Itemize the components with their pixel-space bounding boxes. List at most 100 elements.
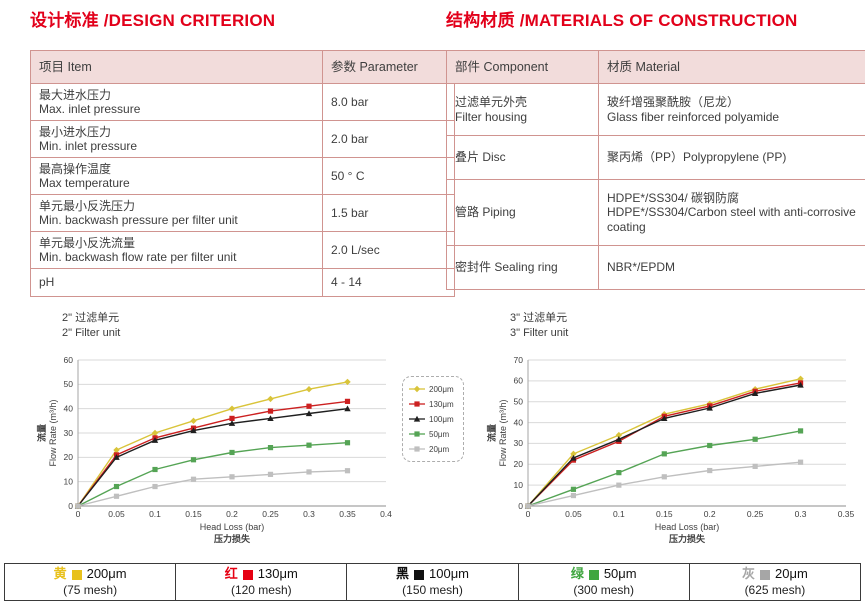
- mesh-label: (625 mesh): [744, 582, 806, 597]
- bottom-legend-cell: 灰 20μm (625 mesh): [688, 563, 862, 601]
- svg-text:0.3: 0.3: [303, 509, 315, 519]
- micron-label: 50μm: [603, 566, 637, 582]
- design-col-item: 项目 Item: [30, 50, 323, 84]
- svg-text:0.25: 0.25: [262, 509, 279, 519]
- color-square-icon: [71, 569, 82, 580]
- legend-label: 20μm: [429, 444, 450, 454]
- svg-text:流量: 流量: [36, 424, 47, 442]
- design-value-cell: 8.0 bar: [322, 83, 455, 121]
- legend-entry: 20μm: [408, 444, 458, 454]
- item-label-cn: 单元最小反洗流量: [39, 235, 136, 250]
- item-label-cn: 最高操作温度: [39, 161, 112, 176]
- color-square-icon: [760, 569, 771, 580]
- materials-col-component: 部件 Component: [446, 50, 599, 84]
- design-item-cell: pH: [30, 268, 323, 297]
- table-row: 密封件 Sealing ring NBR*/EPDM: [446, 245, 865, 290]
- table-row: pH 4 - 14: [30, 268, 455, 297]
- svg-text:压力损失: 压力损失: [214, 533, 251, 544]
- svg-text:50: 50: [64, 379, 74, 389]
- material-cell: 玻纤增强聚酰胺（尼龙） Glass fiber reinforced polyam…: [598, 83, 865, 136]
- svg-text:0.1: 0.1: [149, 509, 161, 519]
- svg-text:60: 60: [514, 376, 524, 386]
- design-criterion-heading: 设计标准 /DESIGN CRITERION: [30, 11, 276, 30]
- chart-legend-box: 200μm 130μm 100μm 50μm 20μm: [402, 376, 464, 462]
- component-label-cn: 过滤单元外壳: [455, 95, 528, 110]
- material-line-1: 聚丙烯（PP）Polypropylene (PP): [607, 150, 787, 165]
- series-20um-marker-icon: [408, 444, 426, 454]
- svg-text:0.35: 0.35: [339, 509, 356, 519]
- bottom-legend-cell: 绿 50μm (300 mesh): [517, 563, 690, 601]
- materials-heading: 结构材质 /MATERIALS OF CONSTRUCTION: [446, 11, 798, 30]
- mesh-label: (300 mesh): [573, 582, 635, 597]
- svg-text:0: 0: [518, 501, 523, 511]
- svg-text:Flow Rate (m³/h): Flow Rate (m³/h): [48, 399, 58, 466]
- chart-title-cn: 2" 过滤单元: [62, 312, 120, 324]
- svg-text:40: 40: [514, 417, 524, 427]
- item-label-cn: 最大进水压力: [39, 87, 112, 102]
- table-header-row: 项目 Item 参数 Parameter: [30, 50, 455, 84]
- design-value-cell: 1.5 bar: [322, 194, 455, 232]
- item-label-en: Max. inlet pressure: [39, 102, 141, 116]
- series-100um-marker-icon: [408, 414, 426, 424]
- item-label-cn: 单元最小反洗压力: [39, 198, 136, 213]
- color-square-icon: [414, 569, 424, 580]
- table-row: 最大进水压力 Max. inlet pressure 8.0 bar: [30, 83, 455, 121]
- table-row: 单元最小反洗压力 Min. backwash pressure per filte…: [30, 194, 455, 232]
- color-name-cn: 黑: [395, 566, 409, 582]
- bottom-color-key: 黄 200μm (75 mesh) 红 130μm (120 mesh) 黑 100μ…: [4, 563, 862, 601]
- mesh-label: (150 mesh): [402, 582, 463, 597]
- color-name-cn: 黄: [53, 566, 67, 582]
- material-line-1: NBR*/EPDM: [607, 260, 676, 275]
- svg-text:流量: 流量: [486, 424, 497, 442]
- material-cell: HDPE*/SS304/ 碳钢防腐 HDPE*/SS304/Carbon stee…: [598, 179, 865, 246]
- mesh-label: (120 mesh): [230, 582, 292, 597]
- material-line-1: 玻纤增强聚酰胺（尼龙）: [607, 95, 740, 110]
- svg-text:0.2: 0.2: [226, 509, 238, 519]
- series-130um-marker-icon: [408, 399, 426, 409]
- bottom-legend-cell: 黄 200μm (75 mesh): [4, 563, 177, 601]
- material-line-1: HDPE*/SS304/ 碳钢防腐: [607, 190, 740, 205]
- item-label-en: Min. backwash pressure per filter unit: [39, 213, 238, 227]
- color-name-cn: 灰: [742, 566, 756, 582]
- design-item-cell: 最高操作温度 Max temperature: [30, 157, 323, 195]
- design-value-cell: 50 ° C: [322, 157, 455, 195]
- chart-title-en: 2" Filter unit: [62, 326, 121, 339]
- svg-text:60: 60: [64, 355, 74, 365]
- table-row: 最高操作温度 Max temperature 50 ° C: [30, 157, 455, 195]
- svg-text:Head Loss (bar): Head Loss (bar): [200, 522, 265, 532]
- item-label-cn: 最小进水压力: [39, 124, 112, 139]
- legend-entry: 100μm: [408, 414, 458, 424]
- design-item-cell: 单元最小反洗流量 Min. backwash flow rate per filt…: [30, 231, 323, 269]
- chart-title-2inch: 2" 过滤单元 2" Filter unit: [62, 311, 120, 341]
- color-square-icon: [588, 569, 599, 580]
- item-label-en: Min. inlet pressure: [39, 139, 138, 153]
- table-row: 叠片 Disc 聚丙烯（PP）Polypropylene (PP): [446, 135, 865, 180]
- svg-text:Head Loss (bar): Head Loss (bar): [655, 522, 720, 532]
- svg-text:0.05: 0.05: [108, 509, 125, 519]
- design-item-cell: 最大进水压力 Max. inlet pressure: [30, 83, 323, 121]
- micron-label: 100μm: [429, 566, 470, 582]
- legend-entry: 200μm: [408, 384, 458, 394]
- design-col-parameter: 参数 Parameter: [322, 50, 455, 84]
- component-label-cn: 管路 Piping: [455, 205, 516, 220]
- series-200um-marker-icon: [408, 384, 426, 394]
- svg-text:0.2: 0.2: [704, 509, 716, 519]
- color-square-icon: [242, 569, 253, 580]
- legend-label: 100μm: [429, 414, 454, 424]
- svg-text:50: 50: [514, 397, 524, 407]
- svg-text:0.35: 0.35: [838, 509, 855, 519]
- mesh-label: (75 mesh): [63, 582, 118, 597]
- table-row: 单元最小反洗流量 Min. backwash flow rate per filt…: [30, 231, 455, 269]
- component-cell: 密封件 Sealing ring: [446, 245, 599, 290]
- svg-text:Flow Rate (m³/h): Flow Rate (m³/h): [498, 399, 508, 466]
- component-label-cn: 叠片 Disc: [455, 150, 506, 165]
- table-row: 管路 Piping HDPE*/SS304/ 碳钢防腐 HDPE*/SS304/C…: [446, 179, 865, 246]
- color-name-cn: 绿: [570, 566, 584, 582]
- material-line-2: HDPE*/SS304/Carbon steel with anti-corro…: [607, 205, 856, 234]
- svg-text:30: 30: [514, 438, 524, 448]
- chart-title-3inch: 3" 过滤单元 3" Filter unit: [510, 311, 568, 341]
- component-cell: 过滤单元外壳 Filter housing: [446, 83, 599, 136]
- legend-label: 200μm: [429, 384, 454, 394]
- color-name-cn: 红: [224, 566, 238, 582]
- svg-text:0: 0: [76, 509, 81, 519]
